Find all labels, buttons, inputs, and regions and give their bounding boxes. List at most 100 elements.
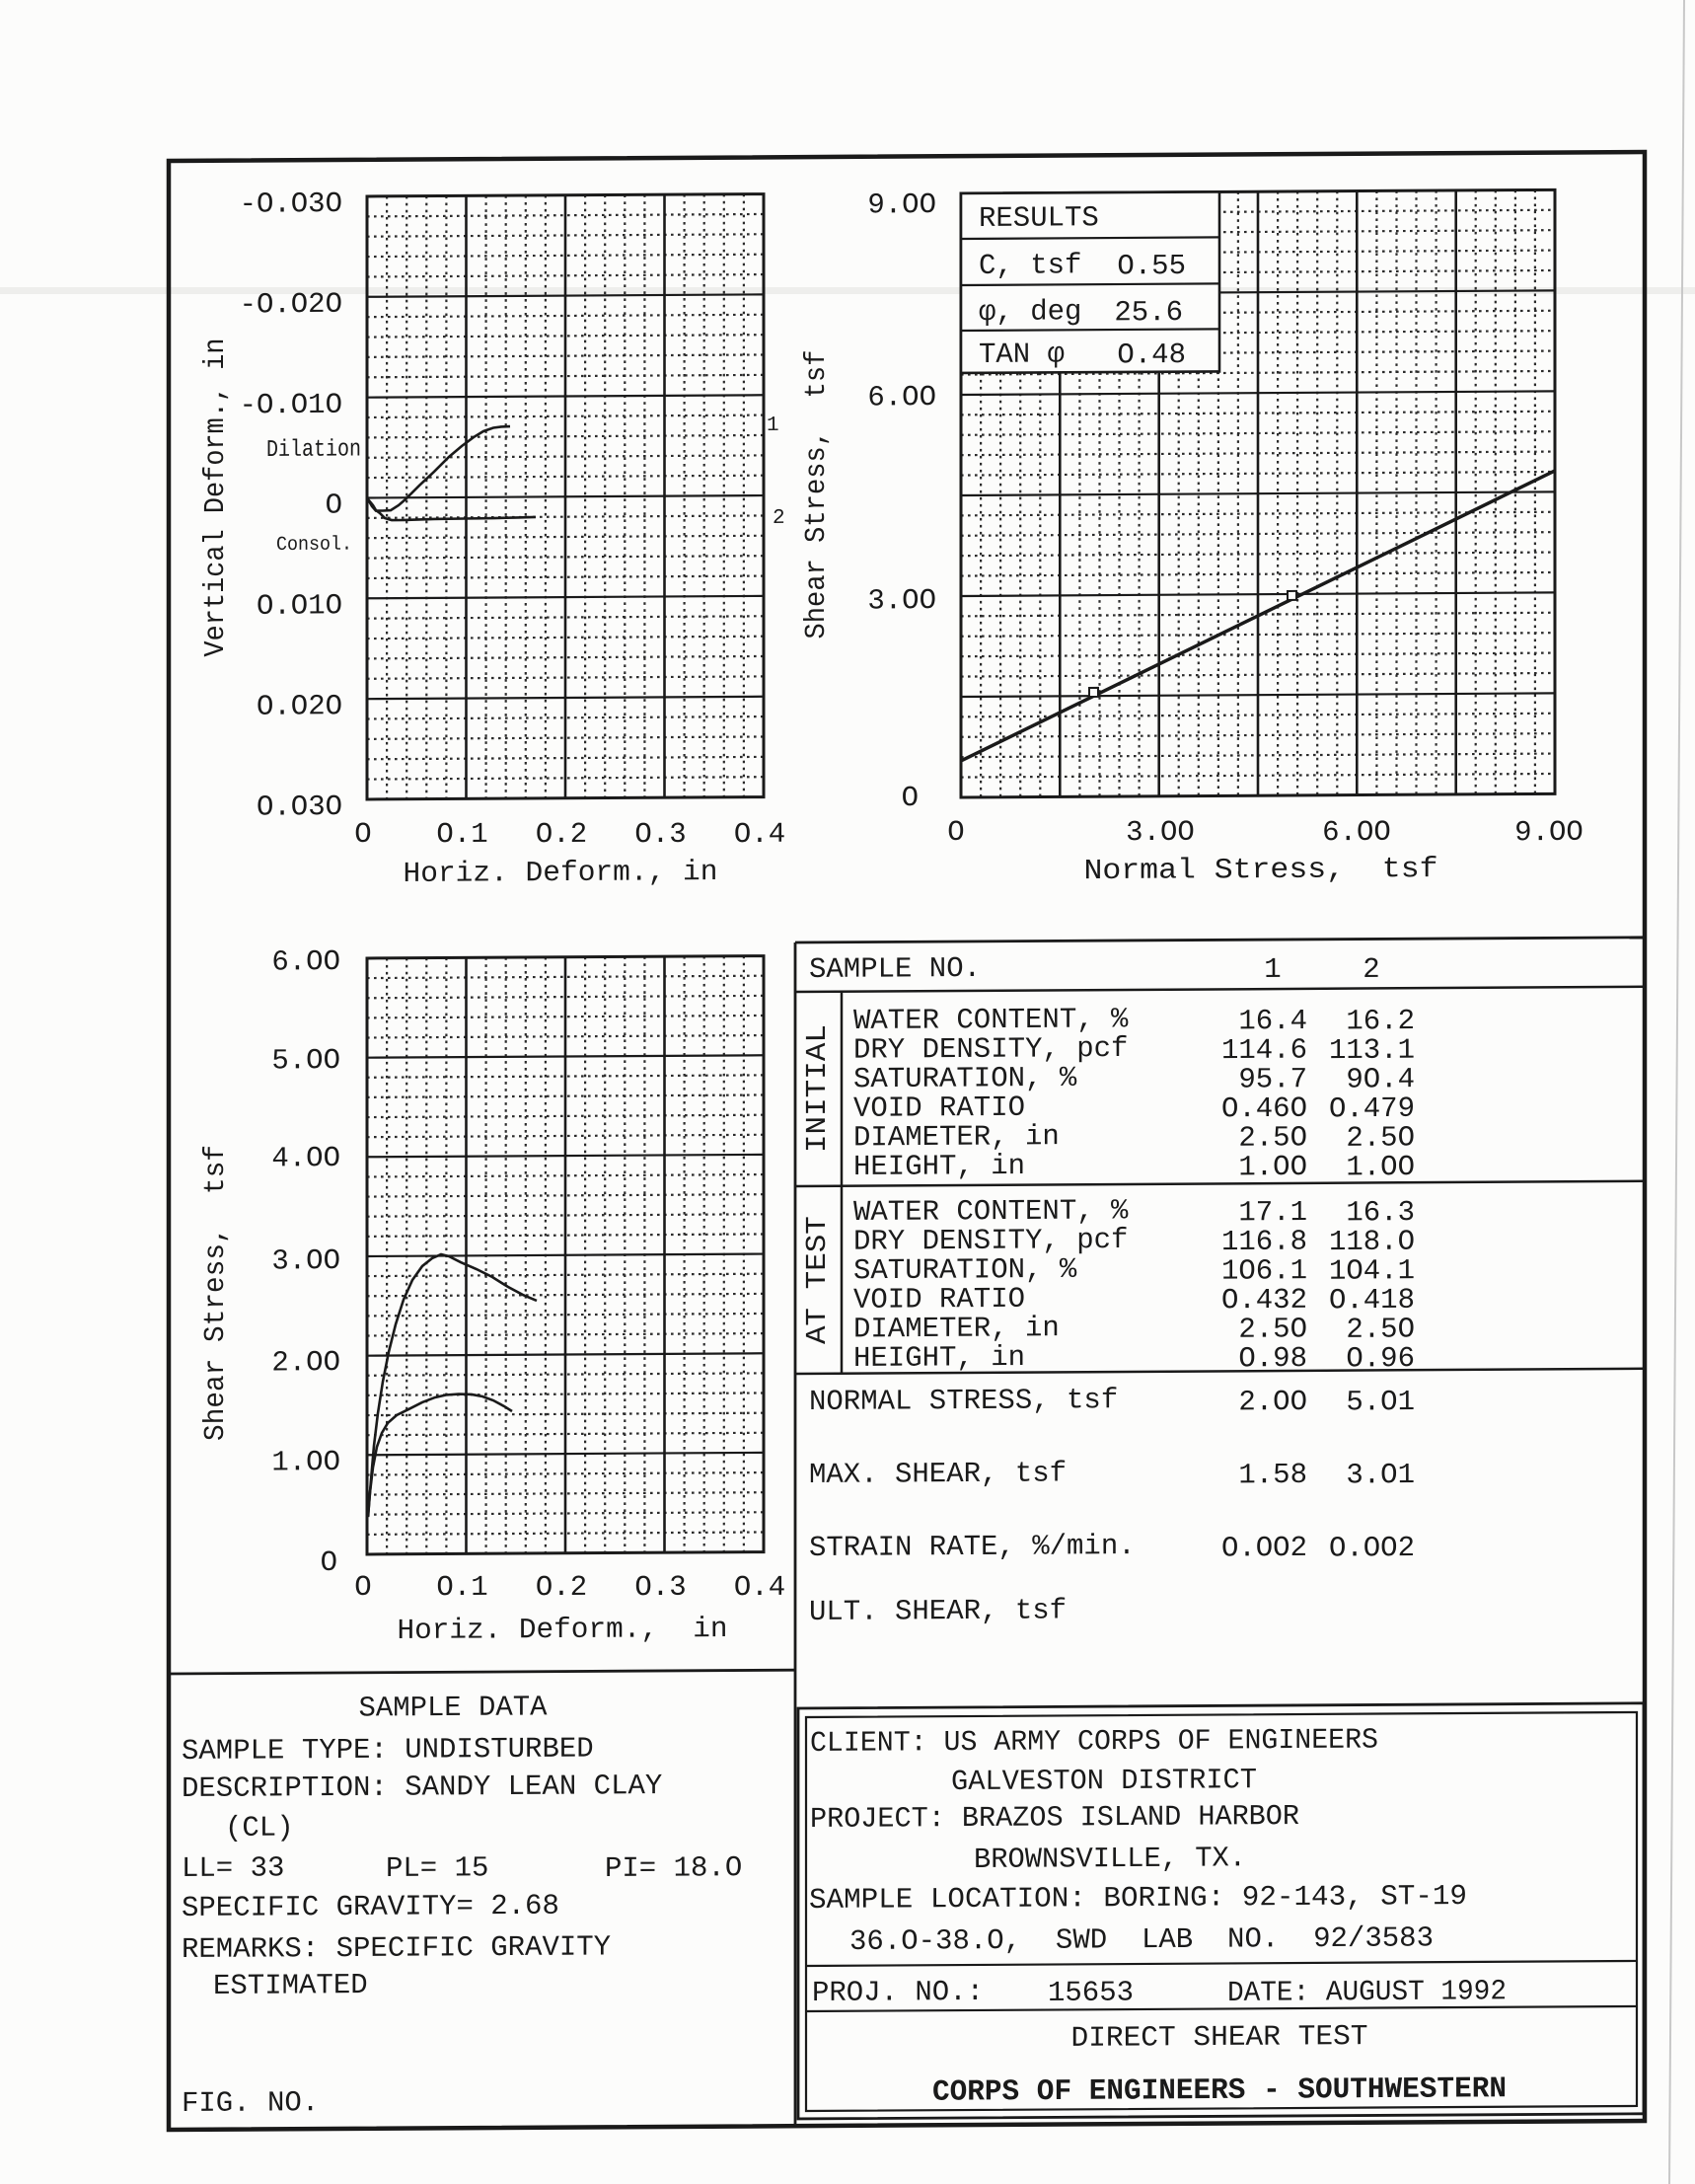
- svg-text:O: O: [326, 490, 342, 522]
- svg-text:CLIENT: US ARMY CORPS OF ENGIN: CLIENT: US ARMY CORPS OF ENGINEERS: [810, 1724, 1378, 1760]
- svg-text:DIAMETER, in: DIAMETER, in: [853, 1312, 1060, 1345]
- svg-text:LL= 33: LL= 33: [182, 1851, 284, 1885]
- svg-text:O: O: [354, 818, 371, 851]
- svg-text:O.O2O: O.O2O: [257, 690, 342, 723]
- svg-text:PL= 15: PL= 15: [386, 1851, 488, 1885]
- svg-text:O.OO2: O.OO2: [1221, 1532, 1307, 1565]
- svg-text:O.96: O.96: [1346, 1342, 1415, 1375]
- svg-text:1O4.1: 1O4.1: [1329, 1254, 1415, 1288]
- svg-text:1: 1: [767, 414, 779, 437]
- svg-text:HEIGHT, in: HEIGHT, in: [853, 1341, 1025, 1375]
- svg-text:25.6: 25.6: [1114, 296, 1183, 329]
- svg-text:O: O: [354, 1571, 371, 1604]
- svg-text:WATER CONTENT, %: WATER CONTENT, %: [853, 1194, 1129, 1229]
- svg-text:O: O: [902, 782, 919, 814]
- svg-text:6.OO: 6.OO: [271, 945, 340, 978]
- svg-text:-O.O2O: -O.O2O: [240, 288, 342, 322]
- svg-text:SATURATION, %: SATURATION, %: [853, 1253, 1077, 1287]
- svg-text:95.7: 95.7: [1238, 1063, 1307, 1095]
- svg-text:5.OO: 5.OO: [271, 1044, 340, 1077]
- svg-text:PROJ. NO.:: PROJ. NO.:: [812, 1976, 984, 2009]
- svg-text:DIRECT SHEAR TEST: DIRECT SHEAR TEST: [1071, 2020, 1368, 2055]
- svg-text:CORPS OF ENGINEERS - SOUTHWEST: CORPS OF ENGINEERS - SOUTHWESTERN: [932, 2072, 1507, 2109]
- svg-text:O.2: O.2: [536, 818, 587, 851]
- svg-text:ULT. SHEAR, tsf: ULT. SHEAR, tsf: [809, 1594, 1067, 1628]
- svg-text:1: 1: [1264, 953, 1281, 986]
- svg-text:113.1: 113.1: [1329, 1034, 1415, 1068]
- svg-text:AT TEST: AT TEST: [801, 1216, 834, 1344]
- svg-text:3.OO: 3.OO: [271, 1244, 340, 1277]
- svg-text:O: O: [321, 1546, 337, 1579]
- svg-text:O.3: O.3: [634, 818, 686, 851]
- svg-text:SPECIFIC GRAVITY= 2.68: SPECIFIC GRAVITY= 2.68: [182, 1890, 559, 1924]
- svg-text:φ, deg: φ, deg: [979, 295, 1081, 329]
- svg-text:Dilation: Dilation: [266, 436, 361, 464]
- svg-text:16.4: 16.4: [1238, 1005, 1307, 1037]
- svg-text:ESTIMATED: ESTIMATED: [213, 1969, 368, 2002]
- svg-text:O.479: O.479: [1329, 1092, 1415, 1126]
- svg-text:O.1: O.1: [436, 818, 487, 851]
- svg-text:O.46O: O.46O: [1221, 1092, 1307, 1126]
- svg-text:O.432: O.432: [1221, 1284, 1307, 1318]
- svg-text:118.O: 118.O: [1329, 1226, 1415, 1259]
- svg-text:15653: 15653: [1048, 1977, 1134, 2010]
- svg-text:-O.O3O: -O.O3O: [240, 188, 342, 221]
- svg-text:O.OO2: O.OO2: [1329, 1532, 1415, 1565]
- svg-text:O.3: O.3: [634, 1571, 686, 1604]
- svg-text:16.2: 16.2: [1346, 1005, 1415, 1037]
- svg-text:O.98: O.98: [1238, 1342, 1307, 1375]
- svg-text:INITIAL: INITIAL: [801, 1024, 834, 1153]
- svg-text:O.4: O.4: [734, 1571, 785, 1604]
- svg-text:PI= 18.O: PI= 18.O: [605, 1851, 742, 1885]
- svg-text:2: 2: [1363, 953, 1379, 986]
- svg-text:O.48: O.48: [1117, 339, 1186, 371]
- svg-text:3.OO: 3.OO: [867, 584, 936, 617]
- svg-text:1.OO: 1.OO: [271, 1446, 340, 1478]
- svg-text:O.O1O: O.O1O: [257, 589, 342, 623]
- svg-text:2.OO: 2.OO: [1238, 1386, 1307, 1418]
- svg-text:TAN φ: TAN φ: [979, 338, 1065, 371]
- svg-text:3.O1: 3.O1: [1346, 1459, 1415, 1491]
- svg-text:116.8: 116.8: [1221, 1226, 1307, 1259]
- svg-text:SAMPLE LOCATION: BORING: 92-14: SAMPLE LOCATION: BORING: 92-143, ST-19: [809, 1880, 1467, 1917]
- svg-text:VOID RATIO: VOID RATIO: [853, 1283, 1025, 1317]
- svg-text:GALVESTON DISTRICT: GALVESTON DISTRICT: [951, 1764, 1257, 1798]
- svg-text:1.OO: 1.OO: [1346, 1151, 1415, 1183]
- svg-text:2.5O: 2.5O: [1238, 1313, 1307, 1345]
- svg-text:Horiz. Deform., in: Horiz. Deform., in: [398, 1613, 728, 1647]
- svg-text:VOID RATIO: VOID RATIO: [853, 1092, 1025, 1125]
- svg-text:9.OO: 9.OO: [1514, 816, 1584, 849]
- svg-text:HEIGHT, in: HEIGHT, in: [853, 1150, 1025, 1183]
- svg-text:2.OO: 2.OO: [271, 1346, 340, 1379]
- svg-text:2.5O: 2.5O: [1346, 1313, 1415, 1345]
- svg-text:DATE: AUGUST 1992: DATE: AUGUST 1992: [1227, 1975, 1507, 2009]
- svg-text:(CL): (CL): [225, 1812, 294, 1845]
- svg-text:O.55: O.55: [1117, 250, 1186, 282]
- svg-text:2.5O: 2.5O: [1238, 1121, 1307, 1154]
- svg-text:Shear Stress, tsf: Shear Stress, tsf: [800, 349, 833, 639]
- svg-text:-O.O1O: -O.O1O: [240, 389, 342, 422]
- svg-text:DIAMETER, in: DIAMETER, in: [853, 1120, 1060, 1154]
- svg-text:36.O-38.O, SWD LAB NO. 92/: 36.O-38.O, SWD LAB NO. 92/3583: [849, 1921, 1434, 1958]
- svg-text:RESULTS: RESULTS: [979, 201, 1099, 235]
- svg-text:4.OO: 4.OO: [271, 1142, 340, 1174]
- svg-text:O.418: O.418: [1329, 1284, 1415, 1318]
- svg-text:Horiz. Deform., in: Horiz. Deform., in: [403, 856, 717, 890]
- svg-text:FIG. NO.: FIG. NO.: [182, 2086, 319, 2120]
- svg-text:9.OO: 9.OO: [867, 188, 936, 221]
- svg-text:C, tsf: C, tsf: [979, 249, 1081, 282]
- svg-text:Consol.: Consol.: [276, 534, 352, 557]
- svg-text:O.2: O.2: [536, 1571, 587, 1604]
- svg-text:DRY DENSITY, pcf: DRY DENSITY, pcf: [853, 1224, 1128, 1258]
- svg-text:3.OO: 3.OO: [1126, 816, 1195, 849]
- svg-text:5.O1: 5.O1: [1346, 1386, 1415, 1418]
- svg-text:BROWNSVILLE, TX.: BROWNSVILLE, TX.: [974, 1842, 1246, 1876]
- svg-text:1O6.1: 1O6.1: [1221, 1254, 1307, 1288]
- svg-text:1.OO: 1.OO: [1238, 1151, 1307, 1183]
- svg-text:NORMAL STRESS, tsf: NORMAL STRESS, tsf: [809, 1384, 1118, 1418]
- svg-text:SAMPLE NO.: SAMPLE NO.: [809, 952, 981, 986]
- svg-text:9O.4: 9O.4: [1346, 1063, 1415, 1095]
- svg-text:Vertical Deform., in: Vertical Deform., in: [199, 338, 232, 656]
- svg-text:MAX. SHEAR, tsf: MAX. SHEAR, tsf: [809, 1457, 1067, 1491]
- svg-text:O.1: O.1: [436, 1571, 487, 1604]
